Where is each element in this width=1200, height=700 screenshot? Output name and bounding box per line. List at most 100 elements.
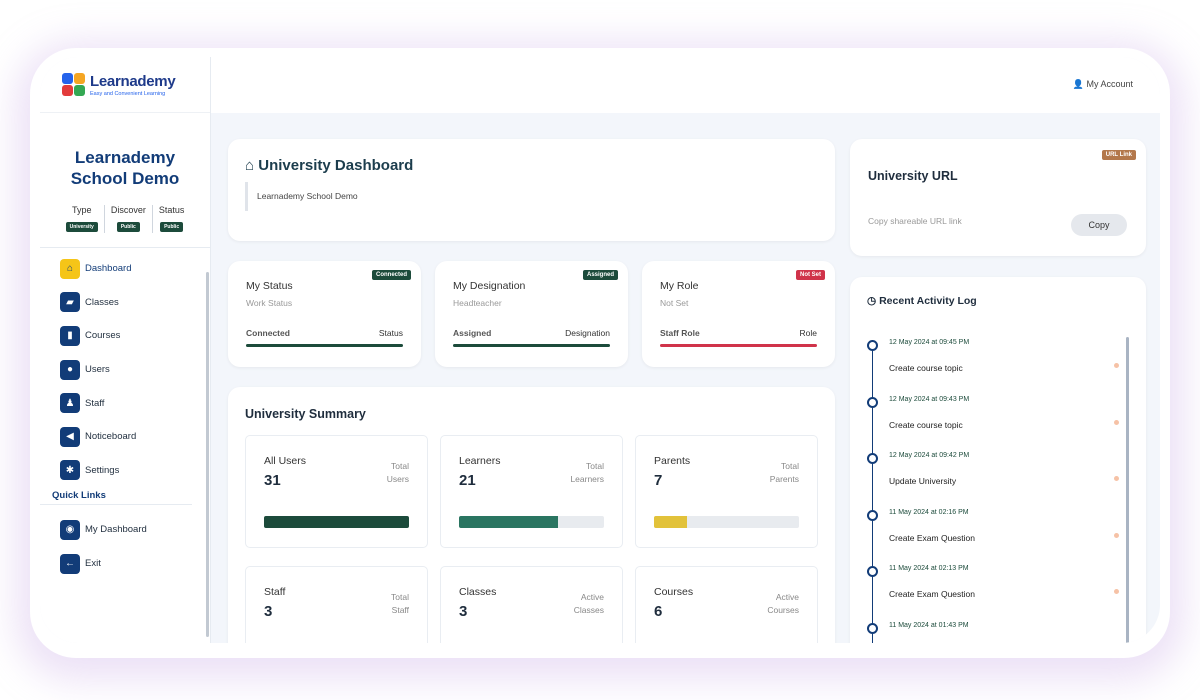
school-name: Learnademy School Demo <box>40 147 210 189</box>
activity-date: 11 May 2024 at 01:43 PM <box>889 621 969 629</box>
meta-label: Type <box>71 205 92 215</box>
url-hint: Copy shareable URL link <box>868 216 962 226</box>
tile-value: 3 <box>459 603 468 620</box>
activity-marker-icon <box>1114 532 1119 538</box>
tile-value: 31 <box>264 472 281 489</box>
sidebar-scrollbar[interactable] <box>206 272 209 637</box>
graduation-cap-icon: ▰ <box>60 292 80 313</box>
activity-entry[interactable]: 11 May 2024 at 02:13 PM Create Exam Quest… <box>850 563 1146 620</box>
users-icon: ● <box>60 359 80 380</box>
sidebar-item-exit[interactable]: ← Exit <box>40 547 210 581</box>
meta-badge: University <box>65 222 98 232</box>
summary-title: University Summary <box>245 407 366 421</box>
activity-entry[interactable]: 12 May 2024 at 09:43 PM Create course top… <box>850 394 1146 451</box>
activity-entry[interactable]: 12 May 2024 at 09:42 PM Update University <box>850 450 1146 507</box>
sidebar-item-courses[interactable]: ▮ Courses <box>40 319 210 353</box>
sidebar-item-label: Users <box>85 364 110 376</box>
activity-action: Create Exam Question <box>889 532 975 543</box>
timeline-dot <box>867 453 878 464</box>
tile-name: Courses <box>654 586 694 598</box>
user-icon: 👤 <box>1072 79 1084 89</box>
my-account-link[interactable]: 👤 My Account <box>1073 79 1133 90</box>
gear-icon: ✱ <box>60 460 80 481</box>
activity-action: Create Exam Question <box>889 589 975 599</box>
meta-badge: Public <box>160 222 184 232</box>
status-badge: Not Set <box>796 270 825 280</box>
activity-action: Create course topic <box>889 363 963 373</box>
stat-title: My Role <box>660 280 699 292</box>
activity-marker-icon <box>1114 589 1119 594</box>
tile-name: Learners <box>459 455 501 467</box>
stat-bar <box>453 344 610 347</box>
summary-tile-classes[interactable]: Classes 3 Active Classes <box>440 566 623 643</box>
timeline-line <box>872 340 873 643</box>
brand-logo[interactable]: Learnademy Easy and Convenient Learning <box>40 57 210 113</box>
activity-entry[interactable]: 12 May 2024 at 09:45 PM Create course top… <box>850 337 1146 394</box>
copy-button[interactable]: Copy <box>1071 214 1127 236</box>
timeline-dot <box>867 396 878 408</box>
activity-date: 12 May 2024 at 09:42 PM <box>889 452 970 459</box>
activity-date: 11 May 2024 at 02:16 PM <box>889 508 969 516</box>
activity-date: 12 May 2024 at 09:43 PM <box>889 395 970 403</box>
page-subtitle: Learnademy School Demo <box>245 182 358 211</box>
my-account-label: My Account <box>1086 79 1133 89</box>
meta-type: Type University <box>60 205 105 233</box>
sidebar-item-label: Staff <box>85 397 105 409</box>
sidebar-item-staff[interactable]: ♟ Staff <box>40 386 210 420</box>
meta-discover: Discover Public <box>105 205 153 233</box>
sidebar-item-noticeboard[interactable]: ◀ Noticeboard <box>40 420 210 454</box>
sidebar-item-my-dashboard[interactable]: ◉ My Dashboard <box>40 513 210 547</box>
tile-value: 7 <box>654 472 663 489</box>
activity-log-card: ◷ Recent Activity Log 12 May 2024 at 09:… <box>850 277 1146 643</box>
stat-footer-right: Designation <box>565 328 610 338</box>
status-badge: Assigned <box>582 270 618 280</box>
sidebar-nav: ⌂ Dashboard ▰ Classes ▮ Courses ● Users … <box>40 252 210 580</box>
tile-caption: Active Classes <box>573 592 604 615</box>
sidebar-item-label: Courses <box>85 330 121 342</box>
tile-value: 6 <box>654 603 663 620</box>
timeline-dot <box>867 566 878 577</box>
quick-links-heading: Quick Links <box>40 487 192 506</box>
timeline-dot <box>867 509 878 521</box>
activity-scrollbar[interactable] <box>1126 337 1129 643</box>
stat-footer-right: Status <box>378 328 403 338</box>
activity-date: 12 May 2024 at 09:45 PM <box>889 339 970 346</box>
activity-date: 11 May 2024 at 02:13 PM <box>889 565 969 572</box>
tile-name: Parents <box>654 455 691 467</box>
meta-badge: Public <box>116 222 140 232</box>
meta-label: Status <box>158 205 185 215</box>
summary-tile-courses[interactable]: Courses 6 Active Courses <box>635 566 818 643</box>
summary-tile-all-users[interactable]: All Users 31 Total Users <box>245 435 428 548</box>
university-url-card: URL Link University URL Copy shareable U… <box>850 139 1146 256</box>
tile-value: 21 <box>459 472 476 489</box>
stat-subtitle: Headteacher <box>453 298 502 308</box>
meta-label: Discover <box>110 205 146 215</box>
sidebar-item-users[interactable]: ● Users <box>40 353 210 387</box>
tile-caption: Total Parents <box>769 461 799 484</box>
summary-tile-staff[interactable]: Staff 3 Total Staff <box>245 566 428 643</box>
tile-progress <box>264 516 409 528</box>
activity-marker-icon <box>1114 363 1119 368</box>
university-summary-card: University Summary All Users 31 Total Use… <box>228 387 835 643</box>
brand-name: Learnademy <box>90 72 176 90</box>
tile-value: 3 <box>264 603 273 620</box>
page-title-text: University Dashboard <box>258 157 414 174</box>
top-bar: 👤 My Account <box>211 57 1160 113</box>
user-tie-icon: ♟ <box>60 393 80 414</box>
activity-entry[interactable]: 11 May 2024 at 01:43 PM <box>850 620 1146 644</box>
summary-tile-parents[interactable]: Parents 7 Total Parents <box>635 435 818 548</box>
summary-tile-learners[interactable]: Learners 21 Total Learners <box>440 435 623 548</box>
stat-subtitle: Work Status <box>246 298 293 308</box>
sidebar-item-dashboard[interactable]: ⌂ Dashboard <box>40 252 210 286</box>
sidebar-item-label: Noticeboard <box>85 431 137 443</box>
home-icon: ⌂ <box>60 258 80 279</box>
sidebar-item-classes[interactable]: ▰ Classes <box>40 286 210 320</box>
tile-name: Classes <box>459 586 497 598</box>
timeline-dot <box>867 340 878 351</box>
activity-marker-icon <box>1114 476 1119 481</box>
stat-title: My Status <box>246 280 293 292</box>
sidebar-item-settings[interactable]: ✱ Settings <box>40 454 210 488</box>
activity-entry[interactable]: 11 May 2024 at 02:16 PM Create Exam Quest… <box>850 507 1146 564</box>
activity-log-title-text: Recent Activity Log <box>879 295 977 307</box>
activity-action: Create course topic <box>889 419 963 430</box>
